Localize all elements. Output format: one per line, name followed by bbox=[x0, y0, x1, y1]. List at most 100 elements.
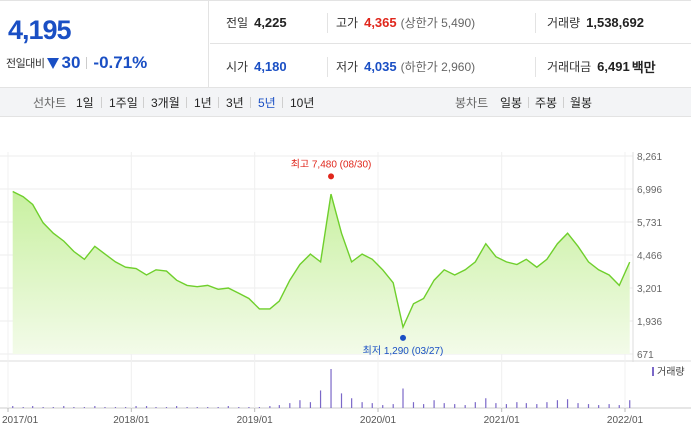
volume-bar bbox=[42, 407, 44, 408]
tab-divider bbox=[282, 97, 283, 108]
tab-divider bbox=[218, 97, 219, 108]
volume-bar bbox=[73, 407, 75, 408]
tab-divider bbox=[143, 97, 144, 108]
price-box: 4,195 전일대비 30 -0.71% bbox=[0, 1, 209, 88]
volume-bar bbox=[598, 405, 600, 408]
x-tick-label: 2020/01 bbox=[360, 415, 397, 426]
volume-bar bbox=[454, 404, 456, 408]
x-tick-label: 2022/01 bbox=[607, 415, 644, 426]
stat-sub: (하한가 2,960) bbox=[400, 60, 476, 74]
volume-bar bbox=[278, 405, 280, 408]
stat-divider bbox=[327, 57, 328, 77]
volume-bar bbox=[402, 388, 404, 408]
volume-bar bbox=[238, 407, 240, 408]
volume-bar bbox=[104, 407, 106, 408]
volume-bar bbox=[309, 402, 312, 408]
volume-bar bbox=[485, 398, 487, 408]
volume-bar bbox=[269, 406, 271, 408]
volume-bar bbox=[83, 407, 85, 408]
volume-bar bbox=[423, 404, 425, 408]
volume-bar bbox=[505, 404, 507, 408]
candle-chart-label: 봉차트 bbox=[455, 96, 489, 110]
volume-bar bbox=[330, 369, 332, 408]
tab-monthly[interactable]: 월봉 bbox=[570, 96, 593, 110]
volume-bar bbox=[196, 407, 198, 408]
volume-bar bbox=[618, 405, 620, 408]
tab-divider bbox=[101, 97, 102, 108]
tab-weekly[interactable]: 주봉 bbox=[535, 96, 558, 110]
volume-bar bbox=[165, 407, 168, 408]
tab-3month[interactable]: 3개월 bbox=[151, 96, 180, 110]
tab-daily[interactable]: 일봉 bbox=[500, 96, 523, 110]
tab-1day[interactable]: 1일 bbox=[76, 96, 94, 110]
tab-10year[interactable]: 10년 bbox=[290, 96, 315, 110]
volume-bar bbox=[474, 402, 476, 408]
volume-bar bbox=[525, 403, 527, 408]
stat-label: 고가 bbox=[336, 16, 359, 30]
tab-divider bbox=[528, 97, 529, 108]
volume-bar bbox=[464, 405, 466, 408]
tab-divider bbox=[250, 97, 251, 108]
volume-bar bbox=[382, 405, 384, 408]
stat-label: 전일 bbox=[226, 16, 249, 30]
stat-value: 4,035 bbox=[364, 59, 397, 74]
volume-bar bbox=[114, 407, 117, 408]
stat-value: 4,180 bbox=[254, 59, 287, 74]
volume-bar bbox=[546, 402, 548, 408]
stat-label: 시가 bbox=[226, 60, 249, 74]
volume-chart: 거래량 bbox=[12, 366, 685, 408]
high-marker bbox=[328, 173, 335, 180]
volume-bar bbox=[412, 402, 415, 408]
volume-bar bbox=[12, 406, 14, 408]
y-axis: 8,261 6,996 5,731 4,466 3,201 1,936 671 bbox=[637, 152, 662, 361]
stat-high: 고가 4,365 (상한가 5,490) bbox=[336, 1, 475, 44]
line-chart-label: 선차트 bbox=[33, 96, 67, 110]
volume-bar bbox=[566, 399, 569, 408]
volume-bar bbox=[392, 404, 394, 408]
volume-bar bbox=[186, 407, 188, 408]
stat-divider bbox=[327, 13, 328, 33]
stat-label: 거래대금 bbox=[547, 60, 592, 74]
y-tick-label: 1,936 bbox=[637, 317, 662, 328]
price-chart: 8,261 6,996 5,731 4,466 3,201 1,936 671 최고 7,4… bbox=[0, 152, 691, 426]
stat-sub: (상한가 5,490) bbox=[400, 16, 476, 30]
change-percent: -0.71% bbox=[93, 53, 148, 72]
tab-1week[interactable]: 1주일 bbox=[109, 96, 138, 110]
change-row: 전일대비 30 -0.71% bbox=[6, 53, 147, 73]
stat-open: 시가 4,180 bbox=[226, 45, 287, 88]
x-tick-label: 2021/01 bbox=[484, 415, 521, 426]
stat-low: 저가 4,035 (하한가 2,960) bbox=[336, 45, 475, 88]
stat-value: 4,225 bbox=[254, 15, 287, 30]
chart-annotations: 최고 7,480 (08/30) 최저 1,290 (03/27) bbox=[291, 158, 444, 356]
tab-5year[interactable]: 5년 bbox=[258, 96, 276, 110]
volume-bar bbox=[361, 402, 363, 408]
volume-bar bbox=[319, 390, 322, 408]
volume-bar bbox=[371, 403, 373, 408]
stat-trade-amount: 거래대금 6,491 백만 bbox=[547, 45, 656, 88]
volume-bar bbox=[217, 407, 219, 408]
stat-value: 1,538,692 bbox=[586, 15, 644, 30]
volume-bar bbox=[207, 407, 209, 408]
high-label: 최고 7,480 (08/30) bbox=[291, 158, 372, 170]
volume-bar bbox=[63, 406, 65, 408]
volume-bar bbox=[289, 403, 291, 408]
volume-bar bbox=[22, 407, 24, 408]
tab-3year[interactable]: 3년 bbox=[226, 96, 244, 110]
tab-divider bbox=[186, 97, 187, 108]
y-tick-label: 6,996 bbox=[637, 185, 662, 196]
tab-divider bbox=[563, 97, 564, 108]
stat-divider bbox=[535, 13, 536, 33]
volume-bar bbox=[629, 400, 631, 408]
stat-value: 6,491 bbox=[597, 59, 630, 74]
current-price: 4,195 bbox=[8, 15, 72, 45]
tab-1year[interactable]: 1년 bbox=[194, 96, 212, 110]
stat-unit: 백만 bbox=[631, 60, 656, 75]
volume-legend-label: 거래량 bbox=[657, 366, 685, 378]
change-divider bbox=[86, 57, 88, 69]
volume-bar bbox=[536, 404, 538, 408]
y-tick-label: 671 bbox=[637, 350, 654, 361]
y-tick-label: 5,731 bbox=[637, 218, 662, 229]
volume-bar bbox=[94, 406, 96, 408]
volume-bar bbox=[258, 407, 260, 408]
y-tick-label: 3,201 bbox=[637, 284, 662, 295]
